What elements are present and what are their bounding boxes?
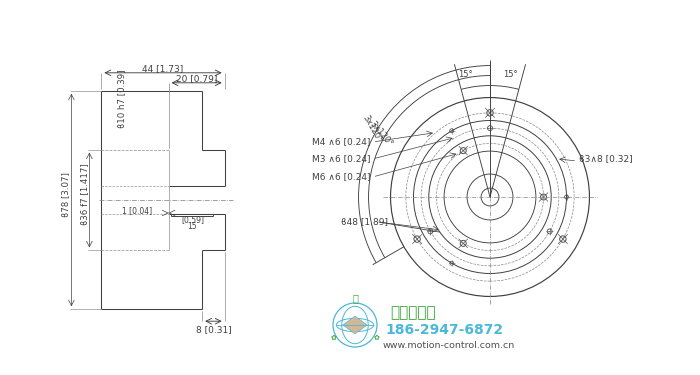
Text: 15°: 15° [458, 70, 472, 79]
Text: www.motion-control.com.cn: www.motion-control.com.cn [383, 340, 515, 350]
Text: 8 [0.31]: 8 [0.31] [195, 325, 231, 334]
Text: ✿: ✿ [374, 334, 379, 340]
Text: 44 [1.73]: 44 [1.73] [142, 64, 183, 73]
Text: ϐ78 [3.07]: ϐ78 [3.07] [61, 172, 70, 217]
Text: [0.59]: [0.59] [181, 215, 204, 224]
Text: 20 [0.79]: 20 [0.79] [176, 74, 217, 83]
Text: 1 [0.04]: 1 [0.04] [122, 207, 153, 216]
Text: ϐ48 [1.89]: ϐ48 [1.89] [341, 217, 388, 226]
Text: 3x120°: 3x120° [360, 113, 384, 144]
Text: ϐ10 h7 [0.39]: ϐ10 h7 [0.39] [117, 69, 126, 128]
Text: ϐ3∧8 [0.32]: ϐ3∧8 [0.32] [579, 154, 633, 164]
Text: ✿: ✿ [330, 334, 336, 340]
Text: 15: 15 [188, 222, 197, 231]
Text: 西安德伍拓: 西安德伍拓 [390, 306, 435, 321]
Text: M3 ∧6 [0.24]: M3 ∧6 [0.24] [312, 154, 370, 164]
Text: 3x120°: 3x120° [368, 120, 395, 149]
Text: 15°: 15° [503, 70, 518, 79]
Polygon shape [343, 316, 367, 334]
Text: 186-2947-6872: 186-2947-6872 [385, 323, 503, 337]
Text: ϐ36 f7 [1.417]: ϐ36 f7 [1.417] [80, 163, 89, 225]
Text: 德: 德 [352, 293, 358, 303]
Text: M6 ∧6 [0.24]: M6 ∧6 [0.24] [312, 172, 370, 182]
Text: M4 ∧6 [0.24]: M4 ∧6 [0.24] [312, 138, 370, 147]
